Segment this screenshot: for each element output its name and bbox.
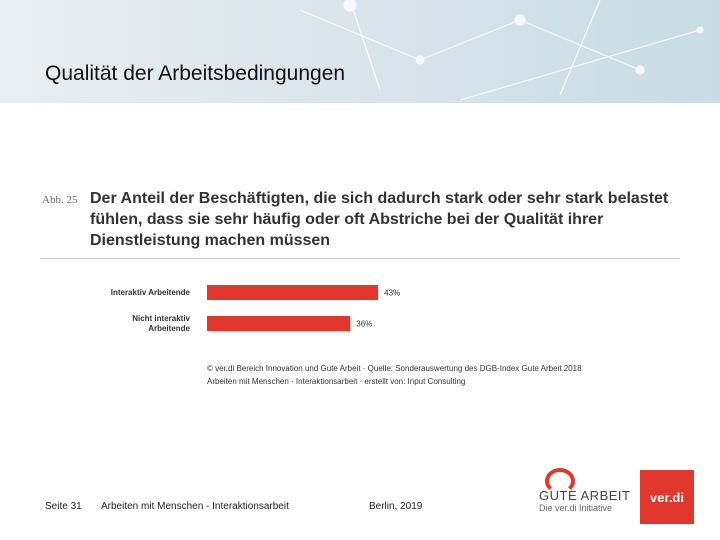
value-label: 36% [356,320,372,329]
value-label: 43% [384,289,400,298]
category-label: Nicht interaktiv Arbeitende [132,313,190,333]
source-note: Arbeiten mit Menschen · Interaktionsarbe… [207,377,466,386]
logo-subtext: Die ver.di Initiative [539,503,613,513]
verdi-logo: ver.di [640,470,694,524]
bar [207,285,379,300]
page-number: Seite 31 [45,501,82,512]
bar [207,316,351,331]
figure-label: Abb. 25 [42,194,78,206]
chart-title: Der Anteil der Beschäftigten, die sich d… [90,190,669,249]
category-label: Interaktiv Arbeitende [110,287,190,297]
slide-title: Qualität der Arbeitsbedingungen [45,62,346,85]
network-decoration [299,0,704,101]
divider [40,258,680,259]
footer-date: Berlin, 2019 [369,501,423,512]
footer-topic: Arbeiten mit Menschen - Interaktionsarbe… [101,501,289,512]
header-band: Qualität der Arbeitsbedingungen [0,0,720,103]
source-note: © ver.di Bereich Innovation und Gute Arb… [207,364,582,373]
logo-text: GUTE ARBEIT [539,488,631,503]
logo-mark [545,468,575,494]
